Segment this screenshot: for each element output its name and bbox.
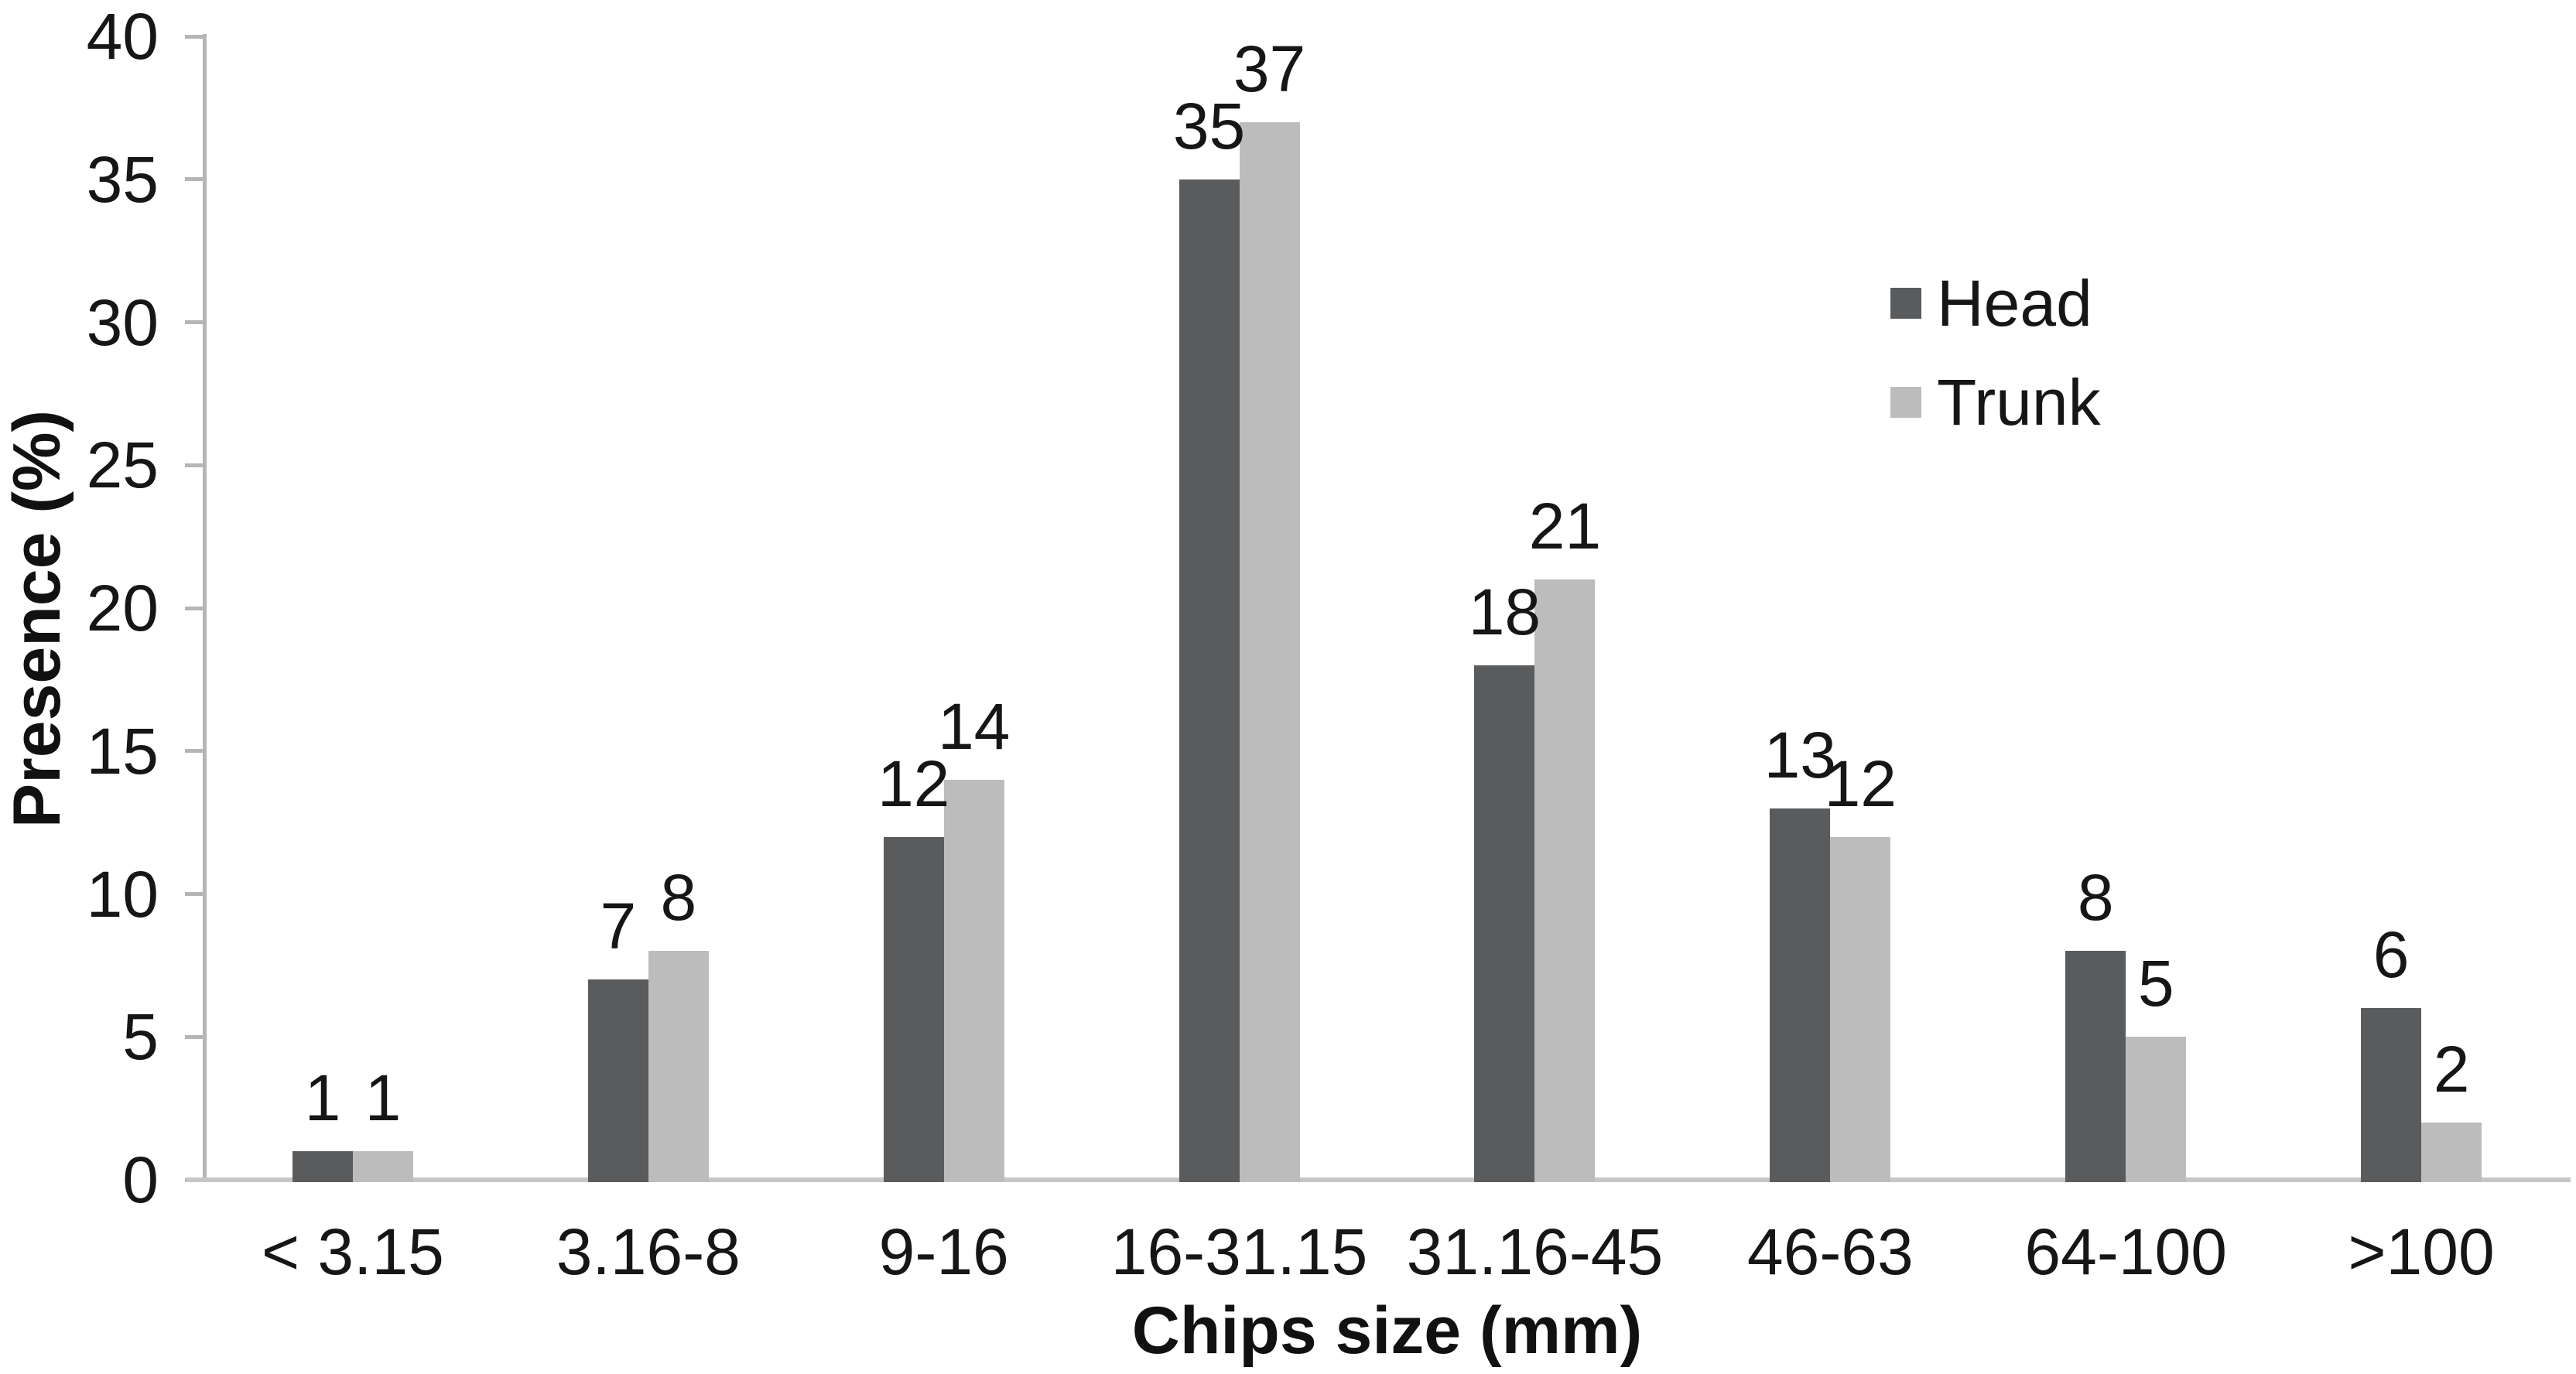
data-label-head-8: 6 (2372, 918, 2410, 992)
y-tick-label-20: 20 (86, 572, 159, 644)
bar-trunk-8 (2421, 1123, 2482, 1182)
x-axis-baseline (186, 1177, 2571, 1182)
data-label-head-4: 35 (1172, 89, 1246, 162)
y-tick-40 (185, 34, 206, 39)
x-category-label-6: 46-63 (1746, 1215, 1914, 1288)
x-category-label-4: 16-31.15 (1110, 1215, 1368, 1288)
x-category-label-1: < 3.15 (261, 1215, 444, 1288)
data-label-trunk-5: 21 (1528, 490, 1602, 563)
x-category-label-8: >100 (2348, 1215, 2495, 1288)
legend-label-head: Head (1937, 267, 2092, 340)
legend-swatch-trunk-icon (1890, 387, 1921, 418)
bar-trunk-4 (1239, 121, 1300, 1182)
x-category-label-7: 64-100 (2024, 1215, 2227, 1288)
y-tick-35 (185, 177, 206, 182)
y-tick-label-30: 30 (86, 285, 159, 359)
y-tick-30 (185, 320, 206, 324)
bar-head-2 (587, 979, 648, 1182)
data-label-head-6: 13 (1764, 718, 1837, 791)
data-label-head-7: 8 (2077, 861, 2114, 935)
bar-trunk-2 (648, 951, 709, 1182)
y-tick-15 (185, 749, 206, 754)
data-label-trunk-7: 5 (2137, 947, 2174, 1020)
y-tick-25 (185, 463, 206, 467)
bar-head-6 (1770, 808, 1831, 1182)
bar-trunk-7 (2126, 1037, 2187, 1182)
data-label-trunk-3: 14 (937, 689, 1011, 763)
bar-head-4 (1179, 179, 1240, 1182)
x-category-label-3: 9-16 (878, 1215, 1009, 1288)
data-label-trunk-6: 12 (1824, 747, 1897, 820)
data-label-head-3: 12 (877, 747, 950, 820)
bar-trunk-5 (1534, 579, 1596, 1182)
data-label-head-1: 1 (304, 1061, 341, 1135)
y-tick-5 (185, 1034, 206, 1039)
legend: Head Trunk (1890, 271, 2101, 435)
y-tick-label-0: 0 (122, 1143, 159, 1216)
y-tick-label-35: 35 (86, 142, 159, 216)
y-tick-label-25: 25 (86, 429, 159, 502)
bar-head-8 (2361, 1008, 2422, 1182)
data-label-trunk-2: 8 (660, 861, 697, 935)
x-axis-title: Chips size (mm) (1131, 1294, 1643, 1368)
bar-trunk-6 (1830, 836, 1891, 1182)
bar-head-5 (1474, 665, 1535, 1182)
data-label-trunk-8: 2 (2433, 1033, 2470, 1106)
y-tick-label-15: 15 (86, 714, 159, 788)
y-tick-10 (185, 892, 206, 896)
data-label-trunk-4: 37 (1233, 32, 1306, 105)
bar-head-3 (883, 836, 944, 1182)
bar-trunk-3 (943, 779, 1004, 1182)
data-label-head-2: 7 (600, 890, 637, 963)
y-tick-label-40: 40 (86, 0, 159, 73)
bar-head-7 (2065, 951, 2126, 1182)
bar-trunk-1 (352, 1151, 413, 1182)
y-tick-20 (185, 606, 206, 610)
legend-label-trunk: Trunk (1937, 366, 2101, 439)
legend-item-head: Head (1890, 271, 2101, 336)
bar-head-1 (292, 1151, 353, 1182)
y-tick-label-10: 10 (86, 857, 159, 931)
legend-swatch-head-icon (1890, 288, 1921, 319)
data-label-head-5: 18 (1468, 575, 1541, 648)
y-tick-label-5: 5 (122, 1000, 159, 1074)
x-category-label-5: 31.16-45 (1406, 1215, 1664, 1288)
legend-item-trunk: Trunk (1890, 370, 2101, 435)
data-label-trunk-1: 1 (364, 1061, 402, 1135)
x-category-label-2: 3.16-8 (556, 1215, 741, 1288)
